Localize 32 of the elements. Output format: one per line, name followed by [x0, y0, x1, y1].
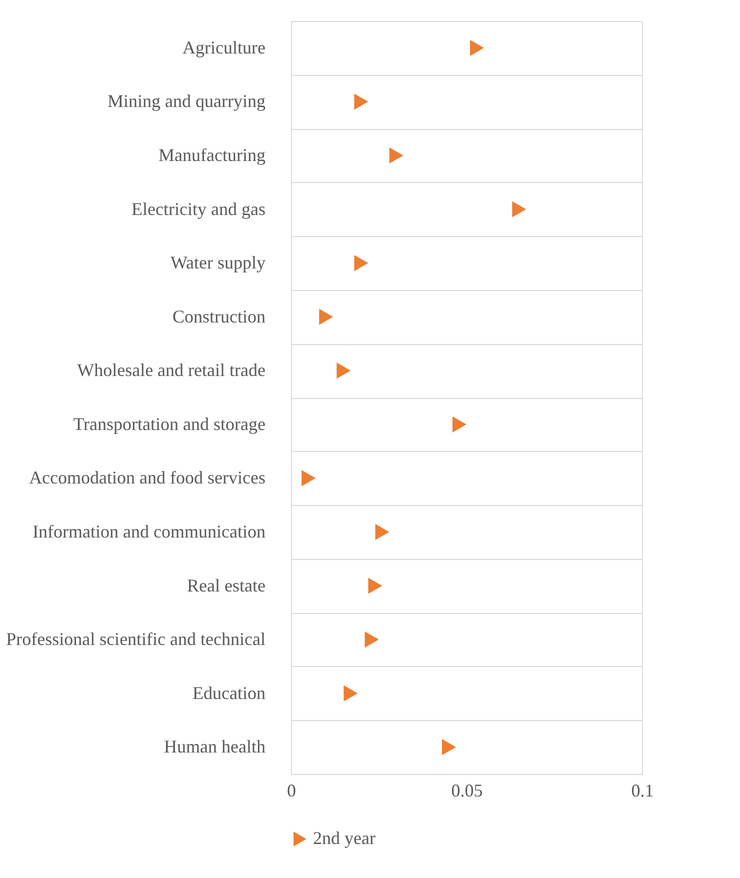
point — [354, 254, 368, 272]
point — [319, 308, 334, 325]
point — [368, 578, 382, 594]
legend-label: 2nd year — [313, 828, 376, 848]
x-tick-label: 0.05 — [451, 780, 483, 800]
point — [364, 631, 379, 648]
y-tick-label: Human health — [164, 736, 266, 757]
y-tick-label: Construction — [172, 306, 266, 326]
point — [442, 739, 456, 756]
y-tick-label: Wholesale and retail trade — [77, 360, 266, 380]
y-tick-label: Agriculture — [182, 37, 266, 58]
y-tick-label: Professional scientific and technical — [6, 629, 266, 650]
y-tick-label: Accomodation and food services — [29, 468, 266, 488]
y-tick-label: Manufacturing — [158, 144, 266, 165]
x-tick-label: 0 — [287, 780, 296, 800]
y-tick-label: Electricity and gas — [132, 198, 266, 219]
point — [512, 201, 526, 218]
point — [452, 416, 466, 432]
point — [470, 40, 484, 56]
y-tick-label: Transportation and storage — [73, 414, 266, 434]
point — [336, 362, 351, 379]
y-tick-label: Water supply — [170, 252, 266, 273]
x-tick-label: 0.1 — [631, 780, 654, 800]
point — [354, 94, 368, 110]
y-tick-label: Real estate — [187, 575, 266, 596]
point — [344, 685, 358, 702]
point — [302, 470, 316, 486]
y-tick-label: Information and communication — [32, 521, 266, 542]
y-tick-label: Education — [192, 682, 266, 703]
point — [375, 524, 390, 540]
point — [389, 147, 404, 164]
y-tick-label: Mining and quarrying — [108, 91, 266, 112]
